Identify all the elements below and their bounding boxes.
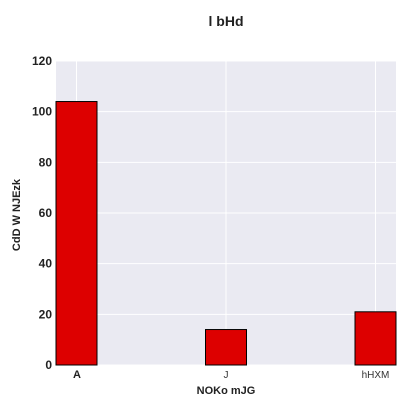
y-tick-label: 40 [39,257,53,271]
bar-J [205,329,247,366]
x-tick-label: A [73,369,81,381]
y-tick-label: 0 [45,358,52,372]
x-tick-label: hHXM [362,370,390,381]
y-tick-label: 80 [39,155,53,169]
y-tick-label: 60 [39,206,53,220]
bar-hHXM [354,311,397,366]
y-tick-label: 100 [32,105,52,119]
bar-A [55,101,98,366]
bars [55,101,397,366]
y-tick-label: 120 [32,54,52,68]
y-axis-ticks: 0 20 40 60 80 100 120 [32,54,52,372]
x-tick-label: J [224,370,229,381]
x-axis-label: NOKo mJG [197,385,256,397]
y-axis-label: CdD W NJEzk [11,178,23,251]
chart-title: l bHd [209,13,244,29]
y-tick-label: 20 [39,307,53,321]
